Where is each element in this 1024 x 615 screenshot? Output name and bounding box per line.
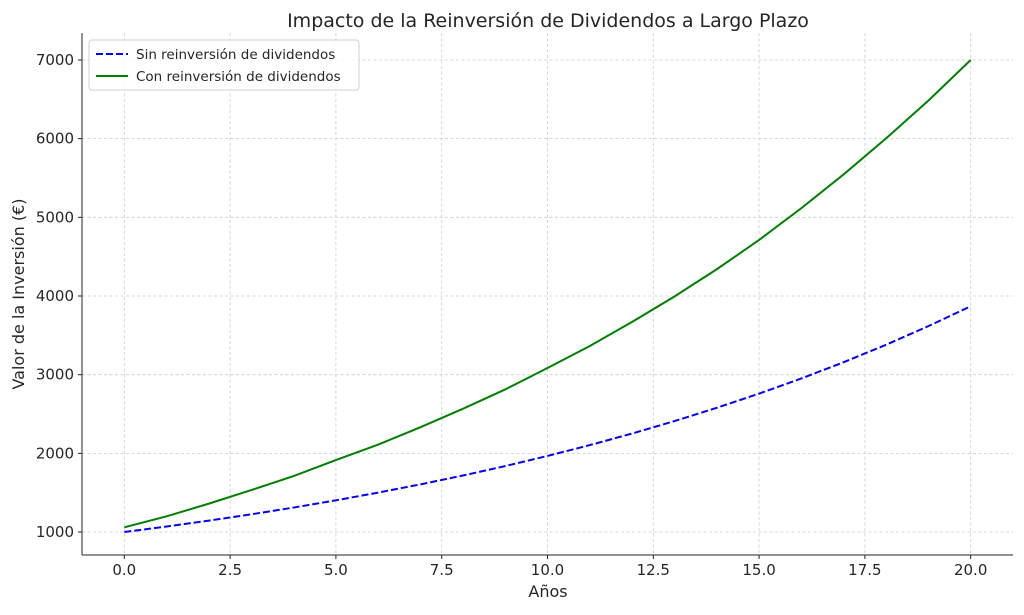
legend-label-con: Con reinversión de dividendos	[136, 69, 341, 85]
x-tick-label: 10.0	[531, 561, 564, 579]
x-tick-label: 15.0	[742, 561, 775, 579]
x-tick-label: 17.5	[848, 561, 881, 579]
legend-box	[88, 39, 360, 91]
legend: Sin reinversión de dividendos Con reinve…	[88, 39, 360, 91]
y-tick-label: 1000	[36, 523, 74, 541]
x-tick-label: 7.5	[430, 561, 454, 579]
y-tick-label: 6000	[36, 130, 74, 148]
chart-title: Impacto de la Reinversión de Dividendos …	[287, 10, 809, 32]
x-tick-label: 12.5	[637, 561, 670, 579]
x-tick-label: 0.0	[112, 561, 136, 579]
y-axis-label: Valor de la Inversión (€)	[9, 198, 28, 389]
y-tick-label: 2000	[36, 444, 74, 462]
x-axis-label: Años	[528, 582, 567, 601]
x-tick-label: 20.0	[954, 561, 987, 579]
x-tick-label: 2.5	[218, 561, 242, 579]
y-tick-label: 4000	[36, 287, 74, 305]
series-line-sin-reinversion	[124, 305, 972, 534]
y-tick-label: 3000	[36, 366, 74, 384]
x-tick-label: 5.0	[324, 561, 348, 579]
y-tick-label: 7000	[36, 51, 74, 69]
series-line-con-reinversion	[124, 59, 972, 529]
legend-label-sin: Sin reinversión de dividendos	[136, 47, 335, 63]
y-tick-label: 5000	[36, 208, 74, 226]
